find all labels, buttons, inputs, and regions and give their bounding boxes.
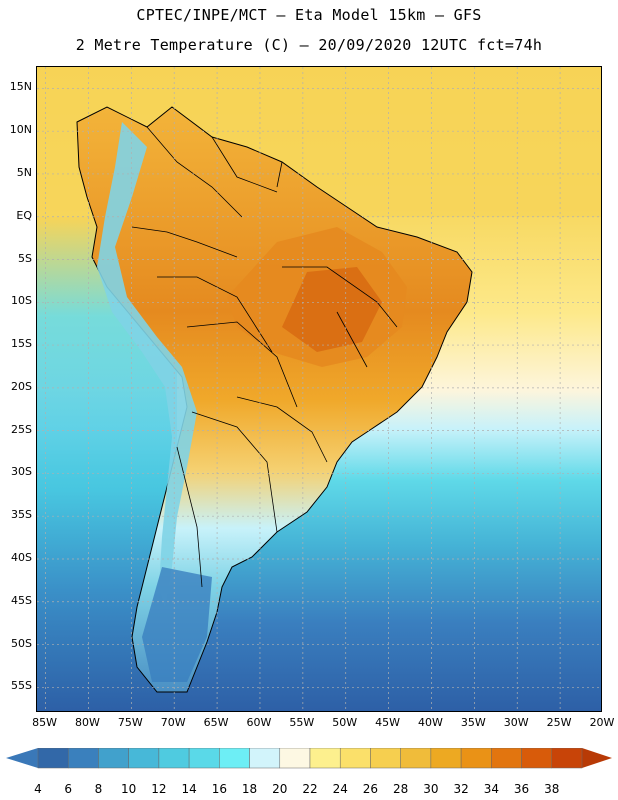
lat-label: 30S: [11, 465, 32, 479]
colorbar-label: 38: [544, 782, 560, 796]
lat-label: 35S: [11, 508, 32, 522]
temperature-map: [37, 67, 601, 711]
colorbar-box: [551, 748, 583, 769]
grid-lines: [37, 67, 601, 711]
lon-label: 50W: [332, 716, 358, 729]
andes-cold-strip: [97, 122, 197, 607]
colorbar-label: 6: [64, 782, 73, 796]
lon-label: 35W: [460, 716, 486, 729]
lon-label: 80W: [75, 716, 100, 729]
title-line-1: CPTEC/INPE/MCT – Eta Model 15km – GFS: [136, 6, 482, 24]
lat-label: 40S: [11, 550, 32, 564]
lon-label: 70W: [160, 716, 186, 729]
colorbar-box: [309, 748, 341, 769]
colorbar-box: [400, 748, 432, 769]
colorbar-box: [279, 748, 311, 769]
colorbar-label: 26: [362, 782, 379, 796]
lon-label: 60W: [246, 716, 272, 729]
lon-label: 45W: [375, 716, 401, 729]
lat-label: 10N: [9, 123, 32, 137]
colorbar-label: 16: [211, 782, 227, 796]
colorbar-box: [460, 748, 492, 769]
colorbar-label: 34: [483, 782, 499, 796]
lat-label: 55S: [11, 679, 32, 693]
color-bar: [6, 748, 612, 769]
lat-label: 50S: [11, 636, 32, 650]
lat-label: 15S: [11, 337, 32, 351]
colorbar-box: [249, 748, 281, 769]
colorbar-label: 4: [34, 782, 42, 796]
colorbar-label: 20: [272, 782, 288, 796]
lon-label: 55W: [289, 716, 315, 729]
colorbar-box: [128, 748, 160, 769]
lat-label: 20S: [11, 379, 32, 393]
colorbar-box: [491, 748, 522, 769]
colorbar-label: 36: [513, 782, 530, 796]
colorbar-box: [521, 748, 553, 769]
lon-label: 30W: [503, 716, 529, 729]
colorbar-box: [430, 748, 462, 769]
patagonia-cold: [142, 567, 212, 682]
colorbar-label: 10: [121, 782, 137, 796]
lat-label: 25S: [11, 422, 32, 436]
lat-label: 5N: [16, 165, 32, 179]
colorbar-boxes: [37, 748, 583, 769]
map-panel: [36, 66, 602, 712]
lon-label: 75W: [117, 716, 143, 729]
colorbar-box: [370, 748, 401, 769]
colorbar-box: [339, 748, 371, 769]
lon-label: 85W: [32, 716, 57, 729]
lat-label: 15N: [9, 80, 32, 94]
colorbar-high-arrow: [582, 748, 612, 768]
lon-label: 25W: [546, 716, 572, 729]
colorbar-label: 28: [393, 782, 409, 796]
colorbar-label: 22: [302, 782, 318, 796]
lat-label: 45S: [11, 593, 32, 607]
colorbar-label: 32: [453, 782, 469, 796]
colorbar-label: 8: [94, 782, 103, 796]
colorbar-label: 18: [241, 782, 258, 796]
lon-label: 40W: [418, 716, 443, 729]
lon-label: 65W: [203, 716, 229, 729]
colorbar-label: 24: [332, 782, 348, 796]
colorbar-low-arrow: [6, 748, 38, 768]
lat-label: EQ: [16, 208, 32, 222]
colorbar-label: 14: [181, 782, 197, 796]
colorbar-box: [67, 748, 99, 769]
lon-label: 20W: [589, 716, 615, 729]
lat-label: 10S: [11, 294, 32, 308]
colorbar-box: [188, 748, 220, 769]
colorbar-label: 12: [151, 782, 167, 796]
colorbar-box: [98, 748, 129, 769]
colorbar-box: [158, 748, 190, 769]
colorbar-box: [37, 748, 69, 769]
lat-label: 5S: [18, 251, 32, 265]
colorbar-label: 30: [423, 782, 439, 796]
colorbar-box: [219, 748, 250, 769]
title-line-2: 2 Metre Temperature (C) – 20/09/2020 12U…: [75, 36, 543, 54]
